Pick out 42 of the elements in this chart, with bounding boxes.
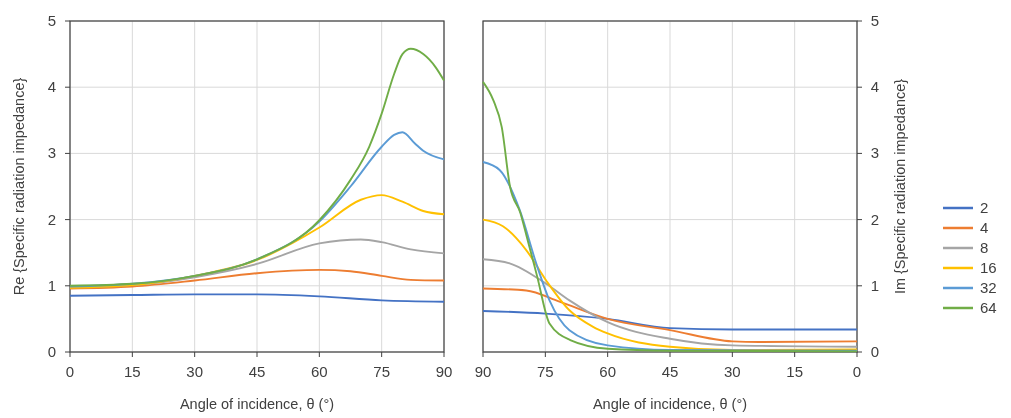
y-tick-label: 5 bbox=[47, 12, 57, 29]
y-tick-label: 1 bbox=[47, 276, 57, 294]
x-tick-label: 30 bbox=[186, 363, 204, 380]
x-tick-label: 45 bbox=[661, 363, 679, 380]
y2-tick-label: 5 bbox=[870, 12, 880, 29]
y2-tick-label: 0 bbox=[870, 343, 880, 360]
y2-tick-label: 1 bbox=[870, 276, 880, 294]
legend-label: 8 bbox=[980, 239, 989, 256]
legend-label: 64 bbox=[980, 299, 997, 316]
legend-label: 4 bbox=[980, 219, 989, 236]
x-tick-label: 15 bbox=[786, 363, 804, 380]
y2-tick-label: 3 bbox=[870, 144, 880, 162]
line-series bbox=[69, 194, 445, 289]
x-tick-label: 15 bbox=[123, 363, 141, 380]
x-tick-label: 0 bbox=[852, 363, 862, 380]
x-axis-title: Angle of incidence, θ (°) bbox=[592, 396, 748, 412]
x-tick-label: 60 bbox=[310, 363, 328, 380]
line-series bbox=[69, 293, 445, 303]
line-series bbox=[482, 310, 858, 331]
x-tick-label: 30 bbox=[723, 363, 741, 380]
legend-label: 32 bbox=[980, 279, 997, 296]
line-series bbox=[482, 287, 858, 344]
y-tick-label: 2 bbox=[47, 210, 57, 228]
y2-axis-title: Im {Specific radiation impedance} bbox=[892, 78, 908, 295]
line-series bbox=[69, 47, 445, 287]
x-tick-label: 45 bbox=[248, 363, 266, 380]
y-tick-label: 4 bbox=[47, 78, 57, 96]
x-tick-label: 75 bbox=[373, 363, 391, 380]
y2-tick-label: 4 bbox=[870, 78, 880, 96]
line-series bbox=[482, 258, 858, 348]
y-axis-title: Re {Specific radiation impedance} bbox=[11, 77, 27, 296]
legend-label: 16 bbox=[980, 259, 997, 276]
x-tick-label: 0 bbox=[65, 363, 75, 380]
y-tick-label: 3 bbox=[47, 144, 57, 162]
x-tick-label: 90 bbox=[435, 363, 453, 380]
x-tick-label: 75 bbox=[536, 363, 554, 380]
x-axis-title: Angle of incidence, θ (°) bbox=[179, 396, 335, 412]
legend-label: 2 bbox=[980, 199, 989, 216]
x-tick-label: 60 bbox=[599, 363, 617, 380]
x-tick-label: 90 bbox=[474, 363, 492, 380]
y2-tick-label: 2 bbox=[870, 210, 880, 228]
y-tick-label: 0 bbox=[47, 343, 57, 360]
